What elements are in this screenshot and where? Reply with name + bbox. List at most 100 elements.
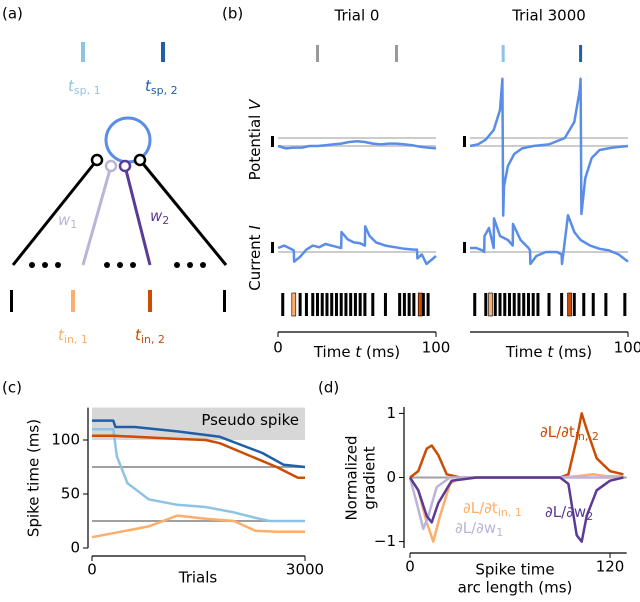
series-line	[408, 476, 624, 531]
scale-bar	[463, 242, 466, 253]
y-tick-label: 0	[386, 468, 396, 486]
synapse	[118, 159, 132, 173]
weight-1-line	[81, 165, 113, 266]
connection	[11, 159, 99, 266]
series-line	[408, 476, 624, 543]
input-spike	[363, 293, 367, 316]
input-spike	[320, 293, 324, 316]
input-spike	[334, 293, 338, 316]
input-spike	[383, 293, 387, 316]
diagram-label-part: sp, 2	[151, 84, 178, 97]
input-spike	[572, 293, 576, 316]
series-label: ∂L/∂tin, 2	[540, 423, 599, 444]
synapse	[104, 159, 118, 173]
input-spike	[311, 293, 315, 316]
scale-bar	[271, 242, 274, 253]
diagram-label-part: 1	[70, 218, 77, 231]
input-spike	[526, 293, 530, 316]
current-trace	[277, 225, 437, 266]
diagram-label-part: w	[150, 207, 163, 225]
y-tick-label: 0	[70, 539, 80, 557]
potential-trace	[277, 139, 437, 150]
input-spike	[547, 293, 551, 316]
series-label: ∂L/∂w2	[545, 503, 593, 524]
synapse	[133, 153, 147, 167]
input-spike	[426, 293, 430, 316]
connection	[138, 159, 228, 266]
y-tick-label: 100	[51, 431, 80, 449]
input-spike	[623, 293, 627, 316]
input-spike	[325, 293, 329, 316]
weight-2-line	[123, 165, 152, 266]
row-label-part: Current	[246, 230, 264, 291]
output-spike	[316, 45, 319, 62]
input-spike	[358, 293, 362, 316]
series-label-part: ∂L/∂w	[545, 503, 586, 521]
input-spike	[339, 293, 343, 316]
trial-title: Trial 3000	[511, 7, 586, 25]
x-tick-label: 0	[87, 561, 97, 579]
ellipsis	[29, 262, 206, 268]
diagram-label: tin, 1	[58, 326, 88, 347]
series-line	[92, 434, 305, 480]
series-label-part: ∂L/∂w	[455, 519, 496, 537]
series-label-part: ∂L/∂t	[540, 423, 575, 441]
diagram-label-part: t	[58, 326, 65, 344]
output-spike	[501, 45, 505, 62]
diagram-label-part: 2	[162, 214, 169, 227]
panel-label: (b)	[222, 5, 243, 23]
input-spike-highlight	[488, 292, 493, 317]
input-spike-1	[71, 290, 75, 312]
input-spike	[582, 293, 586, 316]
diagram-label-part: t	[68, 77, 75, 95]
input-spike	[371, 293, 375, 316]
input-spike	[316, 293, 319, 316]
x-axis-label: arc length (ms)	[458, 579, 573, 597]
diagram-label-part: t	[135, 326, 142, 344]
panel-label: (d)	[318, 379, 339, 397]
input-spike	[473, 293, 477, 316]
x-axis-label-part: Time	[505, 343, 547, 361]
x-axis-label-part: (ms)	[361, 343, 400, 361]
diagram-label-part: w	[58, 211, 71, 229]
input-spike	[353, 293, 357, 316]
x-axis-label: Spike time	[475, 561, 554, 579]
panel-label: (a)	[2, 5, 23, 23]
series-label: ∂L/∂w1	[455, 519, 503, 540]
input-spike	[304, 293, 308, 316]
input-spike	[330, 293, 334, 316]
input-spike	[407, 293, 411, 316]
x-axis-label: Time t (ms)	[505, 343, 592, 361]
series-label-part: in, 2	[575, 430, 599, 443]
neuron-diagram	[10, 42, 228, 312]
input-spike	[531, 293, 535, 316]
current-trace	[470, 213, 629, 266]
series-label-part: ∂L/∂t	[463, 499, 498, 517]
input-spike	[484, 293, 488, 316]
diagram-label: w2	[150, 207, 169, 228]
output-spike-1	[81, 42, 85, 62]
row-label-part: Potential	[246, 110, 264, 180]
series-line	[92, 419, 306, 469]
panel-label: (c)	[2, 379, 22, 397]
scale-bar	[463, 136, 466, 147]
x-axis-label: Time t (ms)	[313, 343, 400, 361]
diagram-label-part: sp, 1	[74, 84, 101, 97]
y-tick-label: 1	[386, 404, 396, 422]
diagram-label-part: in, 1	[64, 333, 88, 346]
y-axis-label: gradient	[361, 446, 379, 509]
input-spike-highlight	[417, 292, 423, 317]
x-axis-label-part: t	[355, 343, 362, 361]
diagram-label: tsp, 1	[68, 77, 101, 98]
input-spike	[223, 290, 226, 312]
x-tick-label: 120	[596, 558, 625, 576]
x-axis-label: Trials	[178, 569, 218, 587]
series-line	[92, 427, 305, 523]
diagram-label-part: t	[145, 77, 152, 95]
series-label: ∂L/∂tin, 1	[463, 499, 522, 520]
input-spike	[512, 293, 516, 316]
input-spike	[503, 293, 507, 316]
input-spike	[421, 293, 425, 316]
series-label-part: in, 1	[498, 506, 522, 519]
